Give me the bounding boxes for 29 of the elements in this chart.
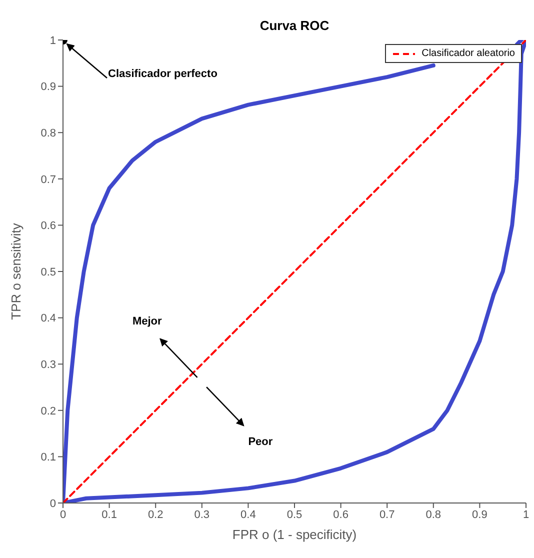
x-tick-label: 1 xyxy=(522,508,530,521)
x-tick-label: 0.6 xyxy=(333,508,348,521)
annotation: Peor xyxy=(248,436,274,448)
x-tick-label: 0.8 xyxy=(426,508,442,521)
x-tick-label: 0.2 xyxy=(148,508,164,521)
y-tick-label: 0.2 xyxy=(40,405,56,418)
x-tick-label: 0.3 xyxy=(194,508,210,521)
y-tick-label: 0.1 xyxy=(40,452,56,464)
y-tick-label: 0.7 xyxy=(40,174,56,186)
x-tick-label: 0.5 xyxy=(286,508,302,521)
y-tick-label: 0.9 xyxy=(40,81,56,94)
chart-title: Curva ROC xyxy=(258,18,330,33)
y-tick-label: 0.6 xyxy=(40,220,56,232)
y-tick-label: 0.3 xyxy=(40,359,56,372)
y-tick-label: 0.5 xyxy=(40,266,56,278)
legend-label: Clasificador aleatorio xyxy=(422,48,515,59)
x-axis-title: FPR o (1 - specificity) xyxy=(232,527,357,542)
y-axis-title: TPR o sensitivity xyxy=(8,222,24,320)
x-tick-label: 0.9 xyxy=(472,508,488,521)
annotation: Mejor xyxy=(132,315,163,328)
annotation: Clasificador perfecto xyxy=(108,68,218,80)
x-tick-label: 0.1 xyxy=(102,508,117,521)
y-tick-label: 1 xyxy=(50,34,56,47)
x-tick-label: 0.4 xyxy=(240,508,256,521)
y-tick-label: 0 xyxy=(50,498,56,510)
x-tick-label: 0 xyxy=(60,508,66,521)
y-tick-label: 0.8 xyxy=(40,128,56,140)
y-tick-label: 0.4 xyxy=(40,312,56,325)
x-tick-label: 0.7 xyxy=(379,508,395,521)
